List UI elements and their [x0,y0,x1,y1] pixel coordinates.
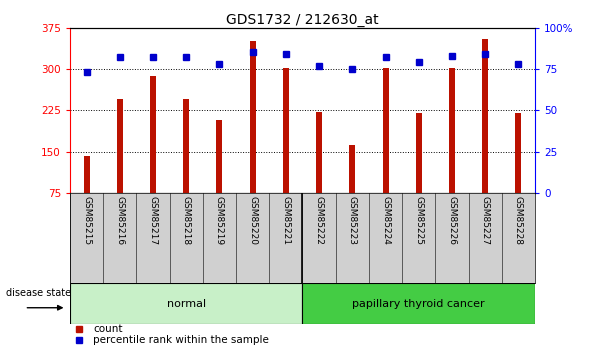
Bar [449,68,455,193]
Bar [150,76,156,193]
Title: GDS1732 / 212630_at: GDS1732 / 212630_at [226,12,379,27]
Bar [482,39,488,193]
Text: disease state: disease state [5,288,71,298]
Text: normal: normal [167,299,206,308]
Bar [416,113,422,193]
Text: GSM85228: GSM85228 [514,196,523,245]
Text: GSM85225: GSM85225 [414,196,423,245]
Text: count: count [93,325,123,334]
Text: percentile rank within the sample: percentile rank within the sample [93,335,269,345]
Text: GSM85221: GSM85221 [282,196,291,245]
Bar [250,41,255,193]
Text: GSM85215: GSM85215 [82,196,91,245]
Bar [350,145,355,193]
Bar [216,120,223,193]
Text: GSM85216: GSM85216 [116,196,124,245]
Text: GSM85224: GSM85224 [381,196,390,245]
Bar [516,113,522,193]
Text: GSM85227: GSM85227 [481,196,489,245]
Text: GSM85223: GSM85223 [348,196,357,245]
Bar [70,283,302,324]
Bar [316,112,322,193]
Bar [283,68,289,193]
Text: GSM85226: GSM85226 [447,196,457,245]
Bar [302,283,535,324]
Bar [83,156,89,193]
Bar [382,68,389,193]
Text: GSM85219: GSM85219 [215,196,224,245]
Bar [183,99,189,193]
Text: papillary thyroid cancer: papillary thyroid cancer [353,299,485,308]
Text: GSM85217: GSM85217 [148,196,157,245]
Text: GSM85218: GSM85218 [182,196,191,245]
Text: GSM85220: GSM85220 [248,196,257,245]
Text: GSM85222: GSM85222 [314,196,323,245]
Bar [117,99,123,193]
